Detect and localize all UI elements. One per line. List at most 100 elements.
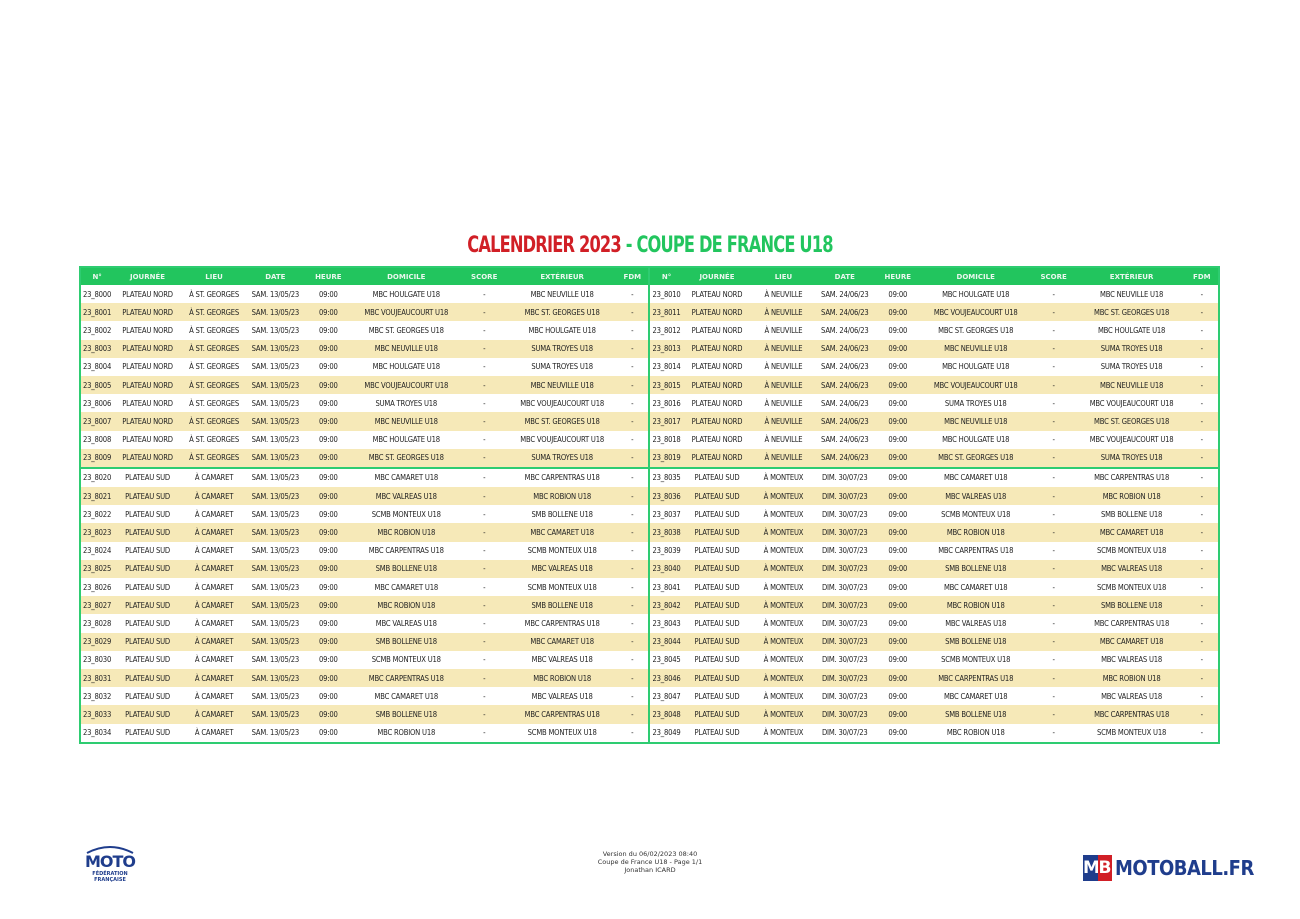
table-cell: MBC ST. GEORGES U18	[508, 412, 617, 431]
table-cell: PLATEAU SUD	[125, 691, 170, 701]
table-cell: 23_8008	[83, 435, 112, 445]
table-cell: 23_8024	[83, 546, 112, 556]
table-cell: À CAMARET	[181, 705, 247, 724]
schedule-table: N° JOURNÉE LIEU DATE HEURE DOMICILE SCORE EXTÉR…	[79, 266, 1220, 744]
table-cell: 09:00	[304, 487, 353, 506]
table-cell: 23_8022	[83, 509, 112, 519]
table-cell: MBC ST. GEORGES U18	[921, 448, 1030, 468]
title-sub: - COUPE DE FRANCE U18	[625, 233, 834, 258]
table-cell: PLATEAU NORD	[122, 435, 173, 445]
table-cell: 23_8043	[648, 614, 683, 633]
column-header: DATE	[246, 267, 305, 285]
table-cell: -	[1185, 487, 1219, 506]
table-cell: SAM. 13/05/23	[251, 325, 300, 335]
table-cell: À NEUVILLE	[764, 435, 803, 445]
table-cell: -	[1200, 435, 1203, 445]
title-main: CALENDRIER 2023	[467, 233, 621, 258]
table-cell: PLATEAU NORD	[691, 398, 743, 408]
table-cell: -	[1200, 655, 1203, 665]
table-cell: À MONTEUX	[751, 559, 816, 578]
table-cell: MBC VALREAS U18	[1101, 655, 1163, 665]
table-cell: À CAMARET	[181, 466, 247, 488]
table-cell: 09:00	[304, 339, 353, 358]
motoball-wordmark: MOTOBALL.FR	[1115, 856, 1254, 880]
table-cell: -	[1029, 668, 1078, 688]
table-cell: PLATEAU SUD	[682, 523, 752, 542]
table-cell: PLATEAU SUD	[682, 632, 752, 651]
table-cell: 23_8039	[648, 541, 683, 560]
table-row: 23_8002 PLATEAU NORD À ST. GEORGES SAM. 13/…	[80, 321, 1219, 340]
table-cell: SAM. 13/05/23	[246, 523, 305, 542]
table-cell: -	[1200, 398, 1203, 408]
table-cell: MBC HOULGATE U18	[1097, 325, 1166, 335]
table-cell: 23_8020	[80, 466, 114, 488]
table-cell: MBC VALREAS U18	[1101, 691, 1163, 701]
table-cell: DIM. 30/07/23	[821, 655, 868, 665]
table-cell: À MONTEUX	[751, 632, 816, 651]
table-row: 23_8009 PLATEAU NORD À ST. GEORGES SAM. 13/…	[80, 448, 1219, 468]
table-cell: -	[1185, 705, 1219, 724]
table-cell: -	[616, 632, 650, 651]
table-cell: -	[616, 487, 650, 506]
table-cell: -	[631, 509, 634, 519]
table-cell: MBC VOUJEAUCOURT U18	[352, 303, 461, 322]
table-cell: 09:00	[318, 582, 338, 592]
table-cell: PLATEAU NORD	[682, 412, 752, 431]
table-cell: -	[631, 618, 634, 628]
table-cell: 09:00	[888, 325, 908, 335]
table-cell: PLATEAU SUD	[682, 596, 752, 615]
table-cell: 23_8038	[648, 523, 683, 542]
table-cell: SMB BOLLENE U18	[921, 632, 1030, 651]
table-cell: 23_8016	[648, 394, 683, 413]
table-cell: 09:00	[873, 668, 922, 688]
table-cell: -	[1185, 339, 1219, 358]
table-cell: -	[1029, 303, 1078, 322]
table-cell: SAM. 13/05/23	[246, 487, 305, 506]
table-cell: PLATEAU SUD	[125, 618, 170, 628]
table-cell: PLATEAU SUD	[694, 509, 740, 519]
column-header: DOMICILE	[352, 267, 461, 285]
table-cell: MBC CAMARET U18	[374, 691, 439, 701]
table-cell: SUMA TROYES U18	[1077, 339, 1186, 358]
table-cell: SAM. 13/05/23	[251, 435, 300, 445]
table-cell: SCMB MONTEUX U18	[941, 655, 1011, 665]
table-cell: 23_8003	[80, 339, 114, 358]
table-cell: 23_8010	[648, 285, 683, 304]
table-cell: 23_8015	[648, 375, 683, 395]
table-cell: 23_8012	[648, 321, 683, 340]
table-cell: MBC ROBION U18	[946, 728, 1005, 738]
table-cell: 09:00	[888, 691, 908, 701]
table-cell: PLATEAU NORD	[682, 339, 752, 358]
table-row: 23_8008 PLATEAU NORD À ST. GEORGES SAM. 13/…	[80, 430, 1219, 449]
table-cell: DIM. 30/07/23	[815, 632, 874, 651]
table-cell: SMB BOLLENE U18	[352, 559, 461, 578]
table-cell: SAM. 13/05/23	[246, 466, 305, 488]
table-cell: À CAMARET	[181, 487, 247, 506]
table-cell: -	[1029, 412, 1078, 431]
table-cell: DIM. 30/07/23	[815, 487, 874, 506]
table-cell: À ST. GEORGES	[189, 435, 239, 445]
table-row: 23_8021 PLATEAU SUD À CAMARET SAM. 13/05/23…	[80, 487, 1219, 506]
table-cell: MBC VOUJEAUCOURT U18	[352, 375, 461, 395]
table-cell: SUMA TROYES U18	[375, 398, 438, 408]
table-cell: -	[483, 582, 486, 592]
table-cell: -	[483, 546, 486, 556]
table-cell: -	[460, 339, 509, 358]
table-cell: MBC CAMARET U18	[352, 466, 461, 488]
table-cell: SMB BOLLENE U18	[508, 596, 617, 615]
table-row: 23_8020 PLATEAU SUD À CAMARET SAM. 13/05/23…	[80, 466, 1219, 488]
table-cell: MBC HOULGATE U18	[528, 325, 596, 335]
table-cell: PLATEAU NORD	[113, 412, 182, 431]
table-row: 23_8032 PLATEAU SUD À CAMARET SAM. 13/05/23…	[80, 687, 1219, 706]
table-cell: SAM. 13/05/23	[251, 398, 300, 408]
column-header: HEURE	[304, 267, 353, 285]
table-cell: 23_8026	[83, 582, 112, 592]
table-cell: PLATEAU NORD	[691, 435, 743, 445]
table-cell: MBC HOULGATE U18	[372, 289, 440, 299]
table-cell: SAM. 24/06/23	[821, 398, 869, 408]
column-header: SCORE	[460, 267, 509, 285]
table-cell: -	[1029, 632, 1078, 651]
table-cell: DIM. 30/07/23	[815, 705, 874, 724]
table-cell: -	[460, 303, 509, 322]
table-cell: 23_8028	[83, 618, 112, 628]
